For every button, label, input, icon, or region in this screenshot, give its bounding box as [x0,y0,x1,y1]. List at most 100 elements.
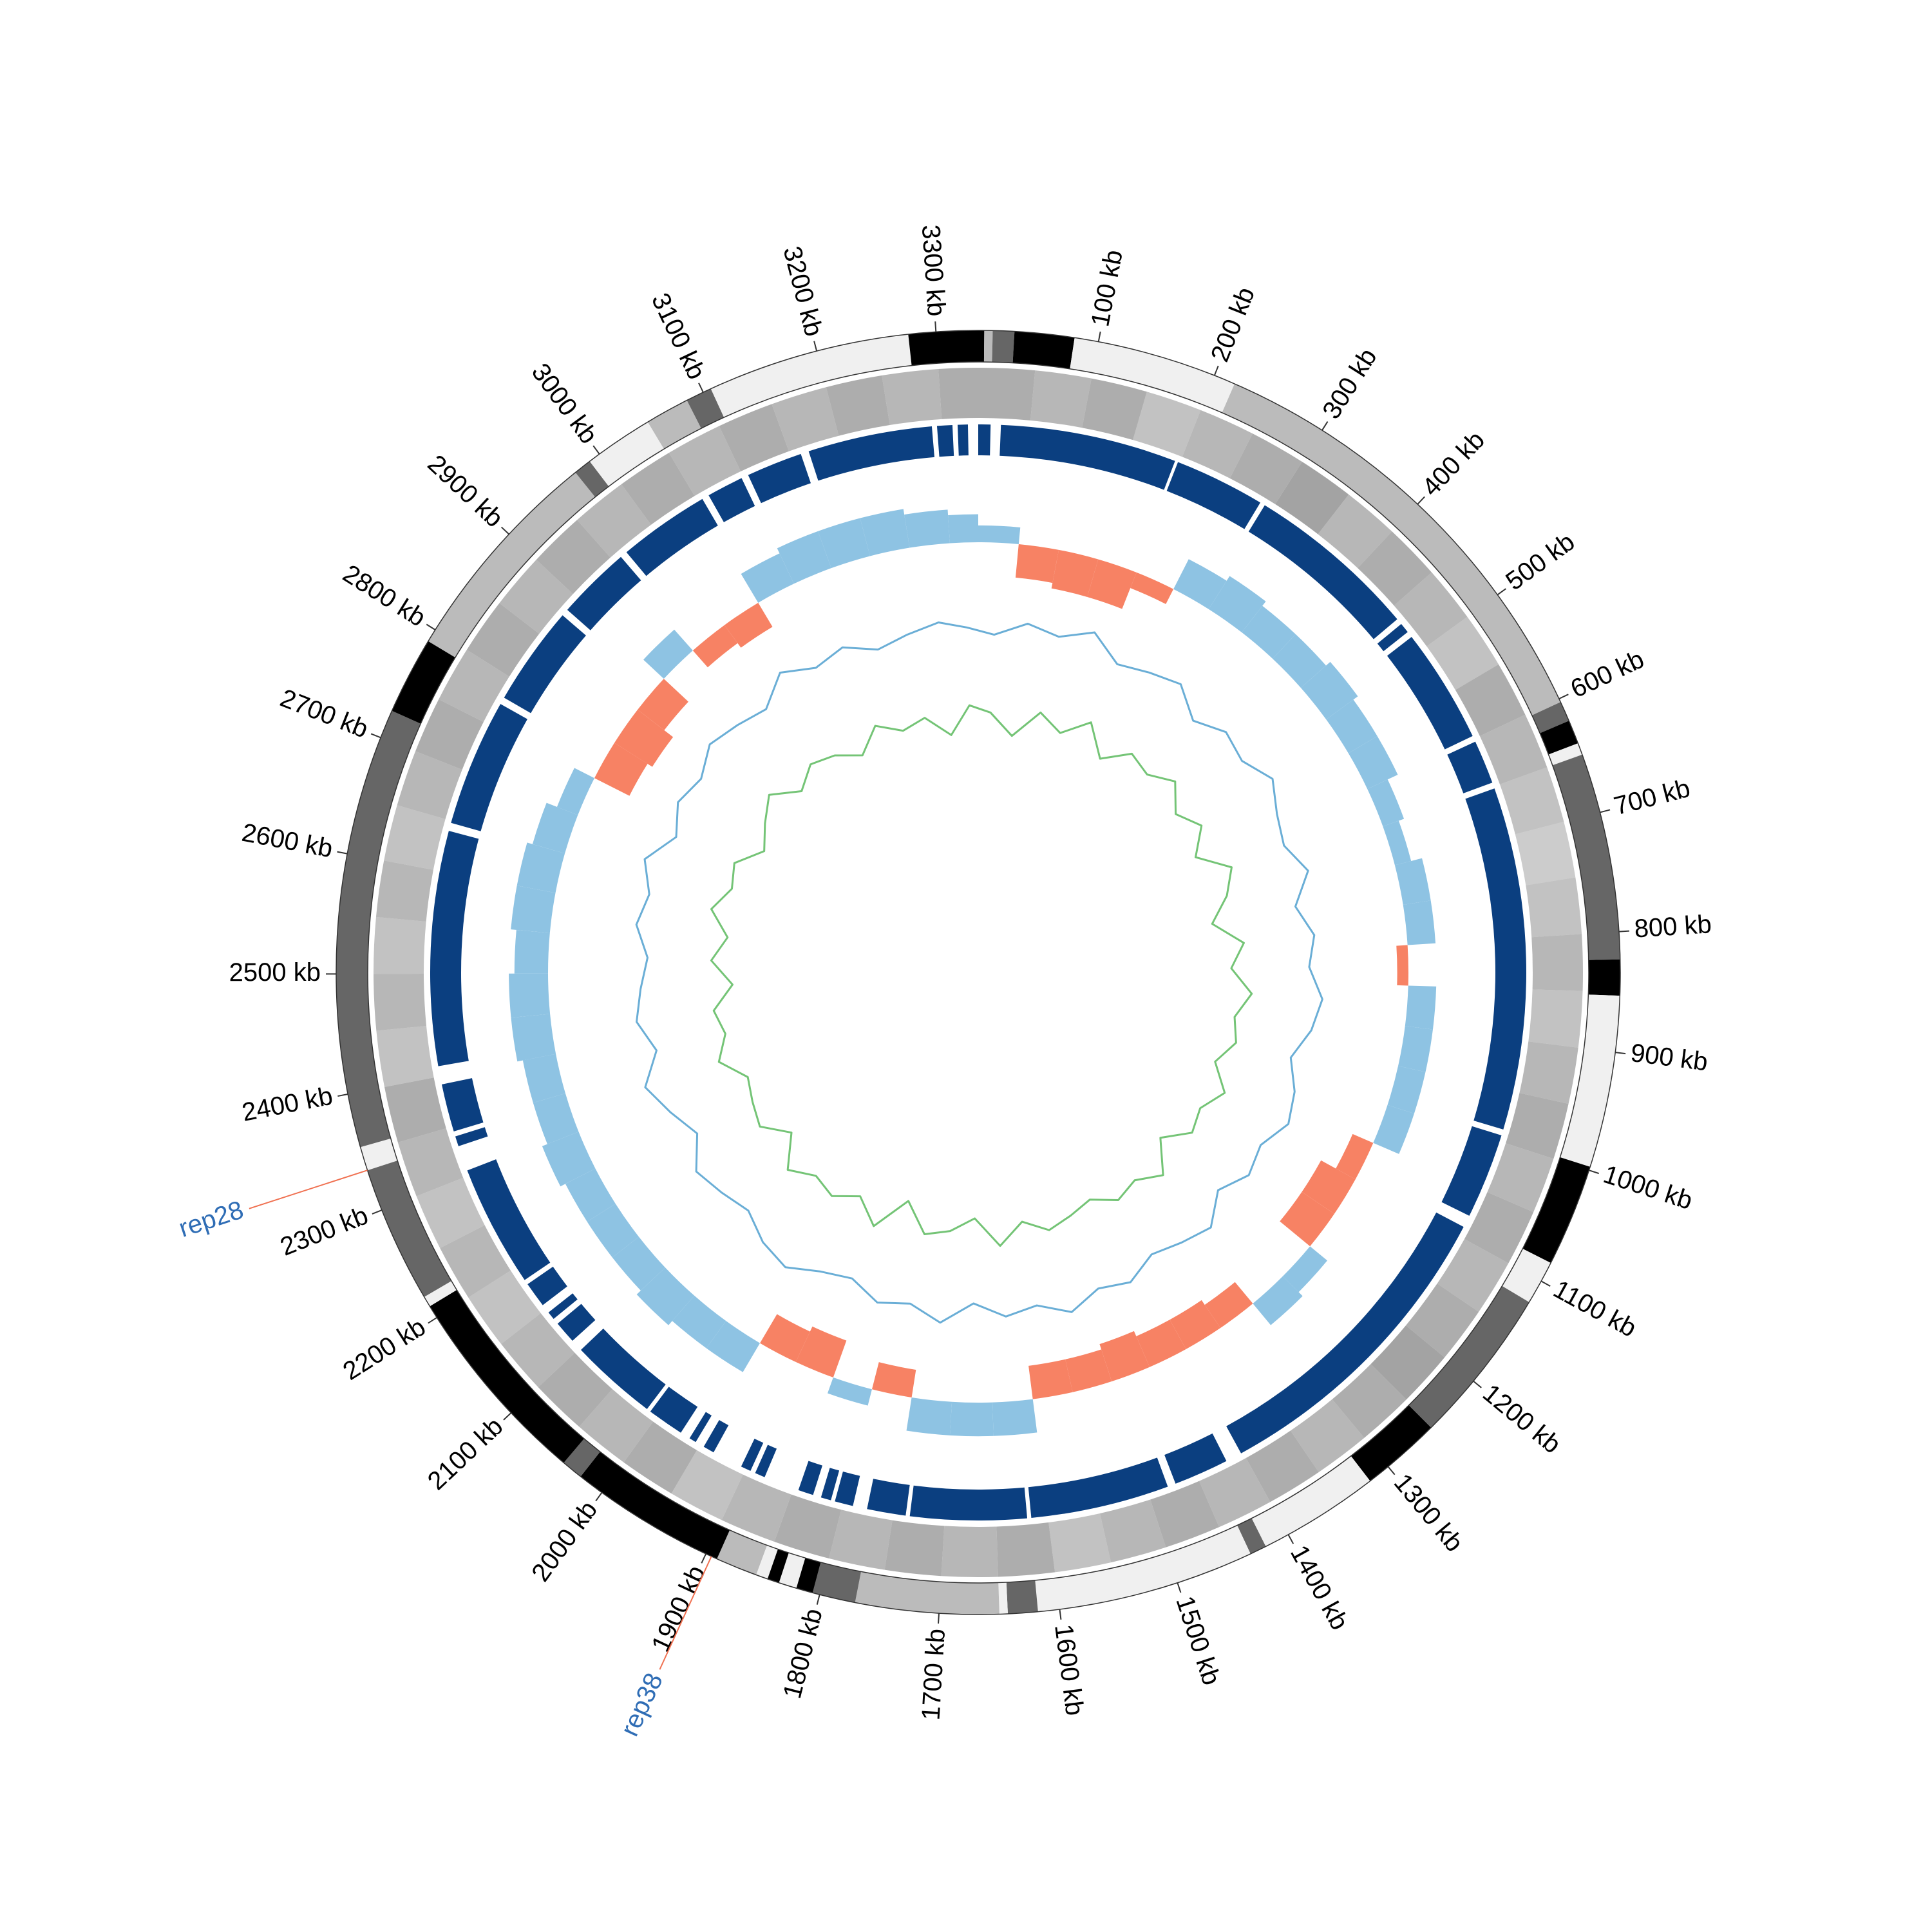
gene-density [1437,1239,1509,1312]
tick-label: 1800 kb [778,1605,828,1701]
block [741,1438,764,1472]
tick-label: 700 kb [1611,774,1693,821]
tick-label: 2200 kb [338,1312,431,1386]
band [978,330,985,363]
block [1164,1433,1227,1484]
gene-density [826,375,890,436]
gene-density [941,1526,998,1577]
tick-label: 900 kb [1629,1039,1710,1077]
block [626,498,718,576]
gene-density [1519,1041,1578,1104]
band [428,472,596,658]
gene-density [1506,1093,1569,1159]
tick-mark [1497,588,1506,596]
band [1540,721,1578,755]
skew-bar [992,1399,1037,1436]
block [936,424,954,457]
skew-bar [1326,699,1378,753]
block [708,478,755,522]
skew-bar [860,509,910,556]
block [820,1468,840,1501]
skew-bar [587,1204,639,1258]
block [548,1293,578,1319]
band [983,330,993,363]
block [467,1159,551,1280]
band [1350,1405,1432,1481]
tick-mark [503,1412,512,1421]
block [441,1078,484,1132]
tick-mark [1589,1170,1600,1175]
tick-mark [500,526,510,535]
skew-bar [522,1054,565,1103]
gene-density [1133,392,1201,457]
skew-bar [532,802,578,854]
annotation-line [659,1556,712,1670]
gene-density [397,1128,464,1197]
block [835,1472,860,1506]
tick-mark [426,623,436,630]
band [1560,994,1620,1167]
gene-density [671,1450,743,1520]
skew-bar [516,842,565,893]
skew-bar [818,518,870,569]
skew-bar [1253,1276,1303,1325]
band [1222,383,1561,715]
skew-bar [1051,549,1099,597]
gene-density [1394,572,1468,647]
block [909,1485,1028,1520]
tick-label: 2000 kb [526,1496,603,1587]
block [430,831,479,1066]
gc-line [635,621,1323,1324]
skew-bar [1204,1282,1253,1329]
tick-label: 2500 kb [229,958,321,987]
skew-bar [1383,820,1412,866]
skew-bar [1394,858,1431,905]
gene-density [536,520,611,594]
skew-bar [906,1397,952,1435]
band [564,1438,600,1477]
gene-density [1479,714,1548,784]
gene-density [938,368,978,419]
block [1028,1457,1168,1518]
tick-mark [813,341,818,352]
block [567,556,641,630]
gene-density [882,369,942,426]
band [367,1160,451,1297]
band [575,461,609,497]
gene-density [1332,1364,1406,1438]
gene-density [1048,1513,1112,1573]
tick-label: 400 kb [1417,426,1490,502]
skew-bar [1136,1320,1186,1367]
band [998,1582,1008,1615]
tick-mark [1387,1466,1396,1475]
skew-bar [1387,1066,1426,1114]
skew-bar [636,1267,695,1325]
gene-density [1150,1481,1220,1548]
band [1035,1525,1251,1612]
band [1502,1248,1551,1302]
band [992,330,1015,363]
skew-bar [777,531,831,584]
gene-density [397,751,462,819]
skew-bar [1367,779,1405,827]
gene-density [1182,410,1253,478]
block [1377,623,1408,652]
gene-density [621,453,695,525]
skew-bar [1028,1359,1073,1399]
skew-bar [1302,1160,1356,1214]
band [1012,331,1075,369]
gene-density [538,1352,612,1427]
skew-bar [828,1377,872,1406]
band [1522,1157,1591,1264]
band [1548,743,1582,766]
gene-density [439,649,509,723]
band [430,1289,584,1463]
gene-density [384,1077,446,1142]
skew-bar [1130,572,1174,604]
band [589,422,665,487]
gene-density [721,1474,791,1542]
tick-mark [701,1553,707,1564]
annotation-label: rep38 [616,1669,669,1740]
tick-label: 300 kb [1317,343,1382,424]
block [867,1479,910,1516]
